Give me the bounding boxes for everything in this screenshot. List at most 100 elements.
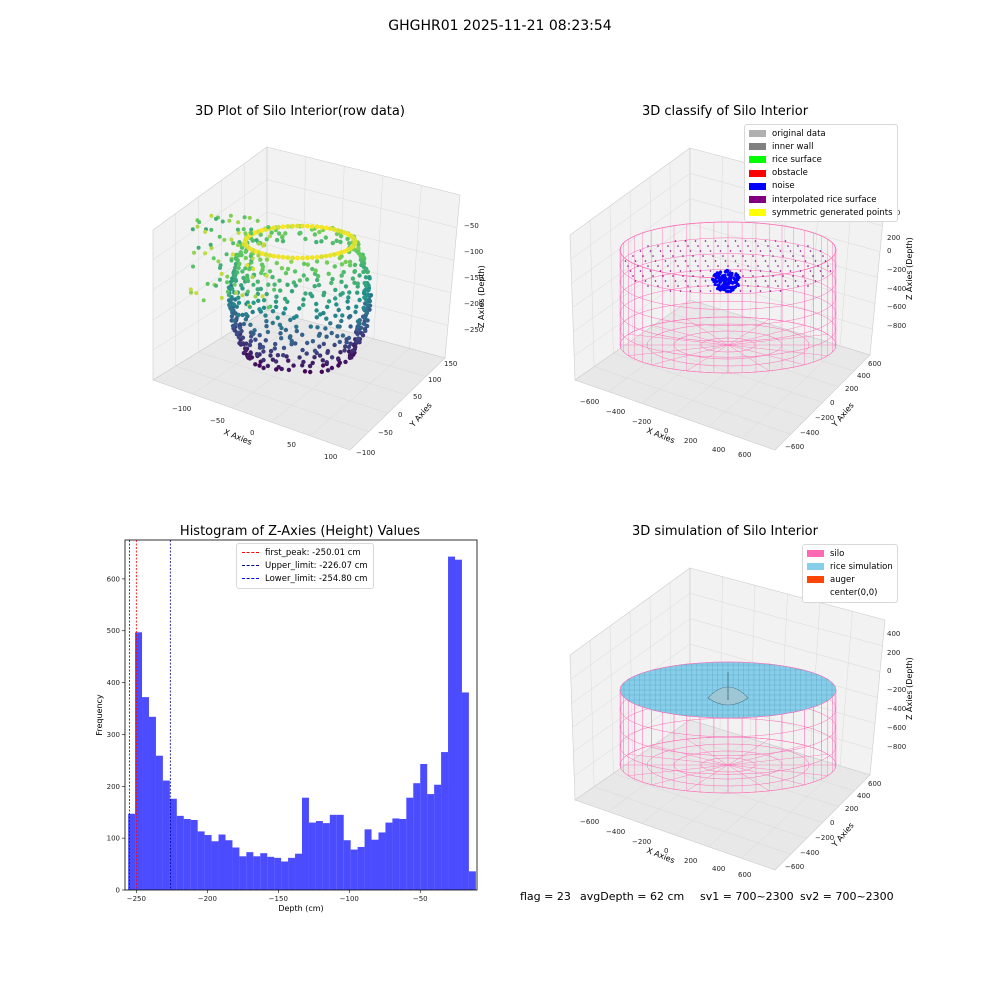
interpolated-surface-point xyxy=(717,265,719,267)
interpolated-surface-point xyxy=(674,240,677,242)
data-point xyxy=(332,264,337,269)
grid-line xyxy=(266,179,458,228)
data-point xyxy=(317,353,323,358)
p2-ztick: 200 xyxy=(887,234,900,242)
data-point xyxy=(329,355,335,360)
data-point xyxy=(272,282,277,287)
data-point xyxy=(312,232,318,237)
data-point xyxy=(324,260,330,265)
data-point xyxy=(201,298,206,303)
data-point xyxy=(347,263,353,268)
interpolated-surface-point xyxy=(759,290,762,292)
interpolated-surface-point xyxy=(724,240,727,242)
interpolated-surface-point xyxy=(632,275,634,277)
data-point xyxy=(294,324,299,329)
data-point xyxy=(205,281,210,286)
data-point xyxy=(276,224,281,230)
data-point xyxy=(261,365,266,371)
data-point xyxy=(363,275,369,280)
histogram-bar xyxy=(274,857,282,890)
data-point xyxy=(367,303,373,308)
data-point xyxy=(237,341,242,346)
p2-xtick: −400 xyxy=(606,408,625,416)
data-point xyxy=(297,355,302,360)
legend-swatch xyxy=(807,589,824,597)
silo-floor-spoke xyxy=(727,745,805,766)
interpolated-surface-point xyxy=(654,280,657,282)
data-point xyxy=(319,254,324,260)
p1-xtick: −50 xyxy=(210,417,225,425)
interpolated-surface-point xyxy=(712,255,714,257)
noise-point xyxy=(735,283,739,287)
legend-label: rice surface xyxy=(772,154,822,165)
panel2-title: 3D classify of Silo Interior xyxy=(641,104,809,119)
noise-point xyxy=(711,277,715,281)
legend-line xyxy=(242,552,259,554)
p1-ztick: −50 xyxy=(464,222,479,230)
data-point xyxy=(285,224,291,229)
interpolated-surface-point xyxy=(797,285,799,287)
data-point xyxy=(266,225,271,230)
data-point xyxy=(269,230,274,235)
data-point xyxy=(335,324,340,329)
data-point xyxy=(338,292,343,297)
data-point xyxy=(362,321,367,327)
grid-line xyxy=(152,244,268,321)
data-point xyxy=(310,266,315,272)
data-point xyxy=(335,334,340,339)
data-point xyxy=(242,215,247,220)
data-point xyxy=(264,273,269,278)
interpolated-surface-point xyxy=(687,285,689,287)
interpolated-surface-point xyxy=(699,250,702,252)
interpolated-surface-point xyxy=(689,270,692,272)
p4-ytick: 400 xyxy=(857,792,870,800)
interpolated-surface-point xyxy=(752,275,754,277)
data-point xyxy=(344,337,349,342)
interpolated-surface-point xyxy=(679,250,682,252)
panel4-title: 3D simulation of Silo Interior xyxy=(632,524,818,539)
histogram-bar xyxy=(357,846,365,890)
data-point xyxy=(324,316,329,321)
data-point xyxy=(252,328,257,333)
interpolated-surface-point xyxy=(627,265,629,267)
silo-floor-spoke xyxy=(727,764,805,785)
silo-wall-ring xyxy=(619,718,837,775)
histogram-bar xyxy=(448,556,455,890)
legend-label: Upper_limit: -226.07 cm xyxy=(265,560,368,571)
x-tick-label: −50 xyxy=(413,895,428,903)
data-point xyxy=(353,309,358,315)
legend-label: silo xyxy=(830,548,845,559)
interpolated-surface-point xyxy=(709,270,712,272)
data-point xyxy=(209,213,214,218)
data-point xyxy=(233,256,238,261)
data-point xyxy=(314,308,319,313)
data-point xyxy=(270,357,276,362)
data-point xyxy=(353,344,358,349)
histogram-bar xyxy=(385,822,393,890)
interpolated-surface-point xyxy=(804,260,807,262)
interpolated-surface-point xyxy=(807,265,809,267)
interpolated-surface-point xyxy=(824,260,827,262)
histogram-bar xyxy=(336,814,344,890)
histogram-bar xyxy=(378,832,386,890)
data-point xyxy=(271,225,277,231)
panel1-title: 3D Plot of Silo Interior(row data) xyxy=(195,104,405,119)
noise-point xyxy=(722,281,726,285)
data-point xyxy=(348,352,353,357)
p2-ztick: −600 xyxy=(887,303,906,311)
data-point xyxy=(264,237,269,242)
p4-xtick: −200 xyxy=(632,838,651,846)
data-point xyxy=(359,331,364,336)
data-point xyxy=(263,313,268,318)
silo-floor-spoke xyxy=(651,344,729,365)
p4-ytick: −200 xyxy=(815,834,834,842)
p4-xlabel: X Axies xyxy=(645,846,676,865)
p4-axes-box xyxy=(569,567,886,871)
data-point xyxy=(289,289,295,294)
data-point xyxy=(321,341,326,347)
p4-ztick: 0 xyxy=(887,667,891,675)
data-point xyxy=(239,328,244,334)
legend-label: center(0,0) xyxy=(830,588,878,599)
noise-point xyxy=(724,278,728,283)
data-point xyxy=(240,269,245,274)
